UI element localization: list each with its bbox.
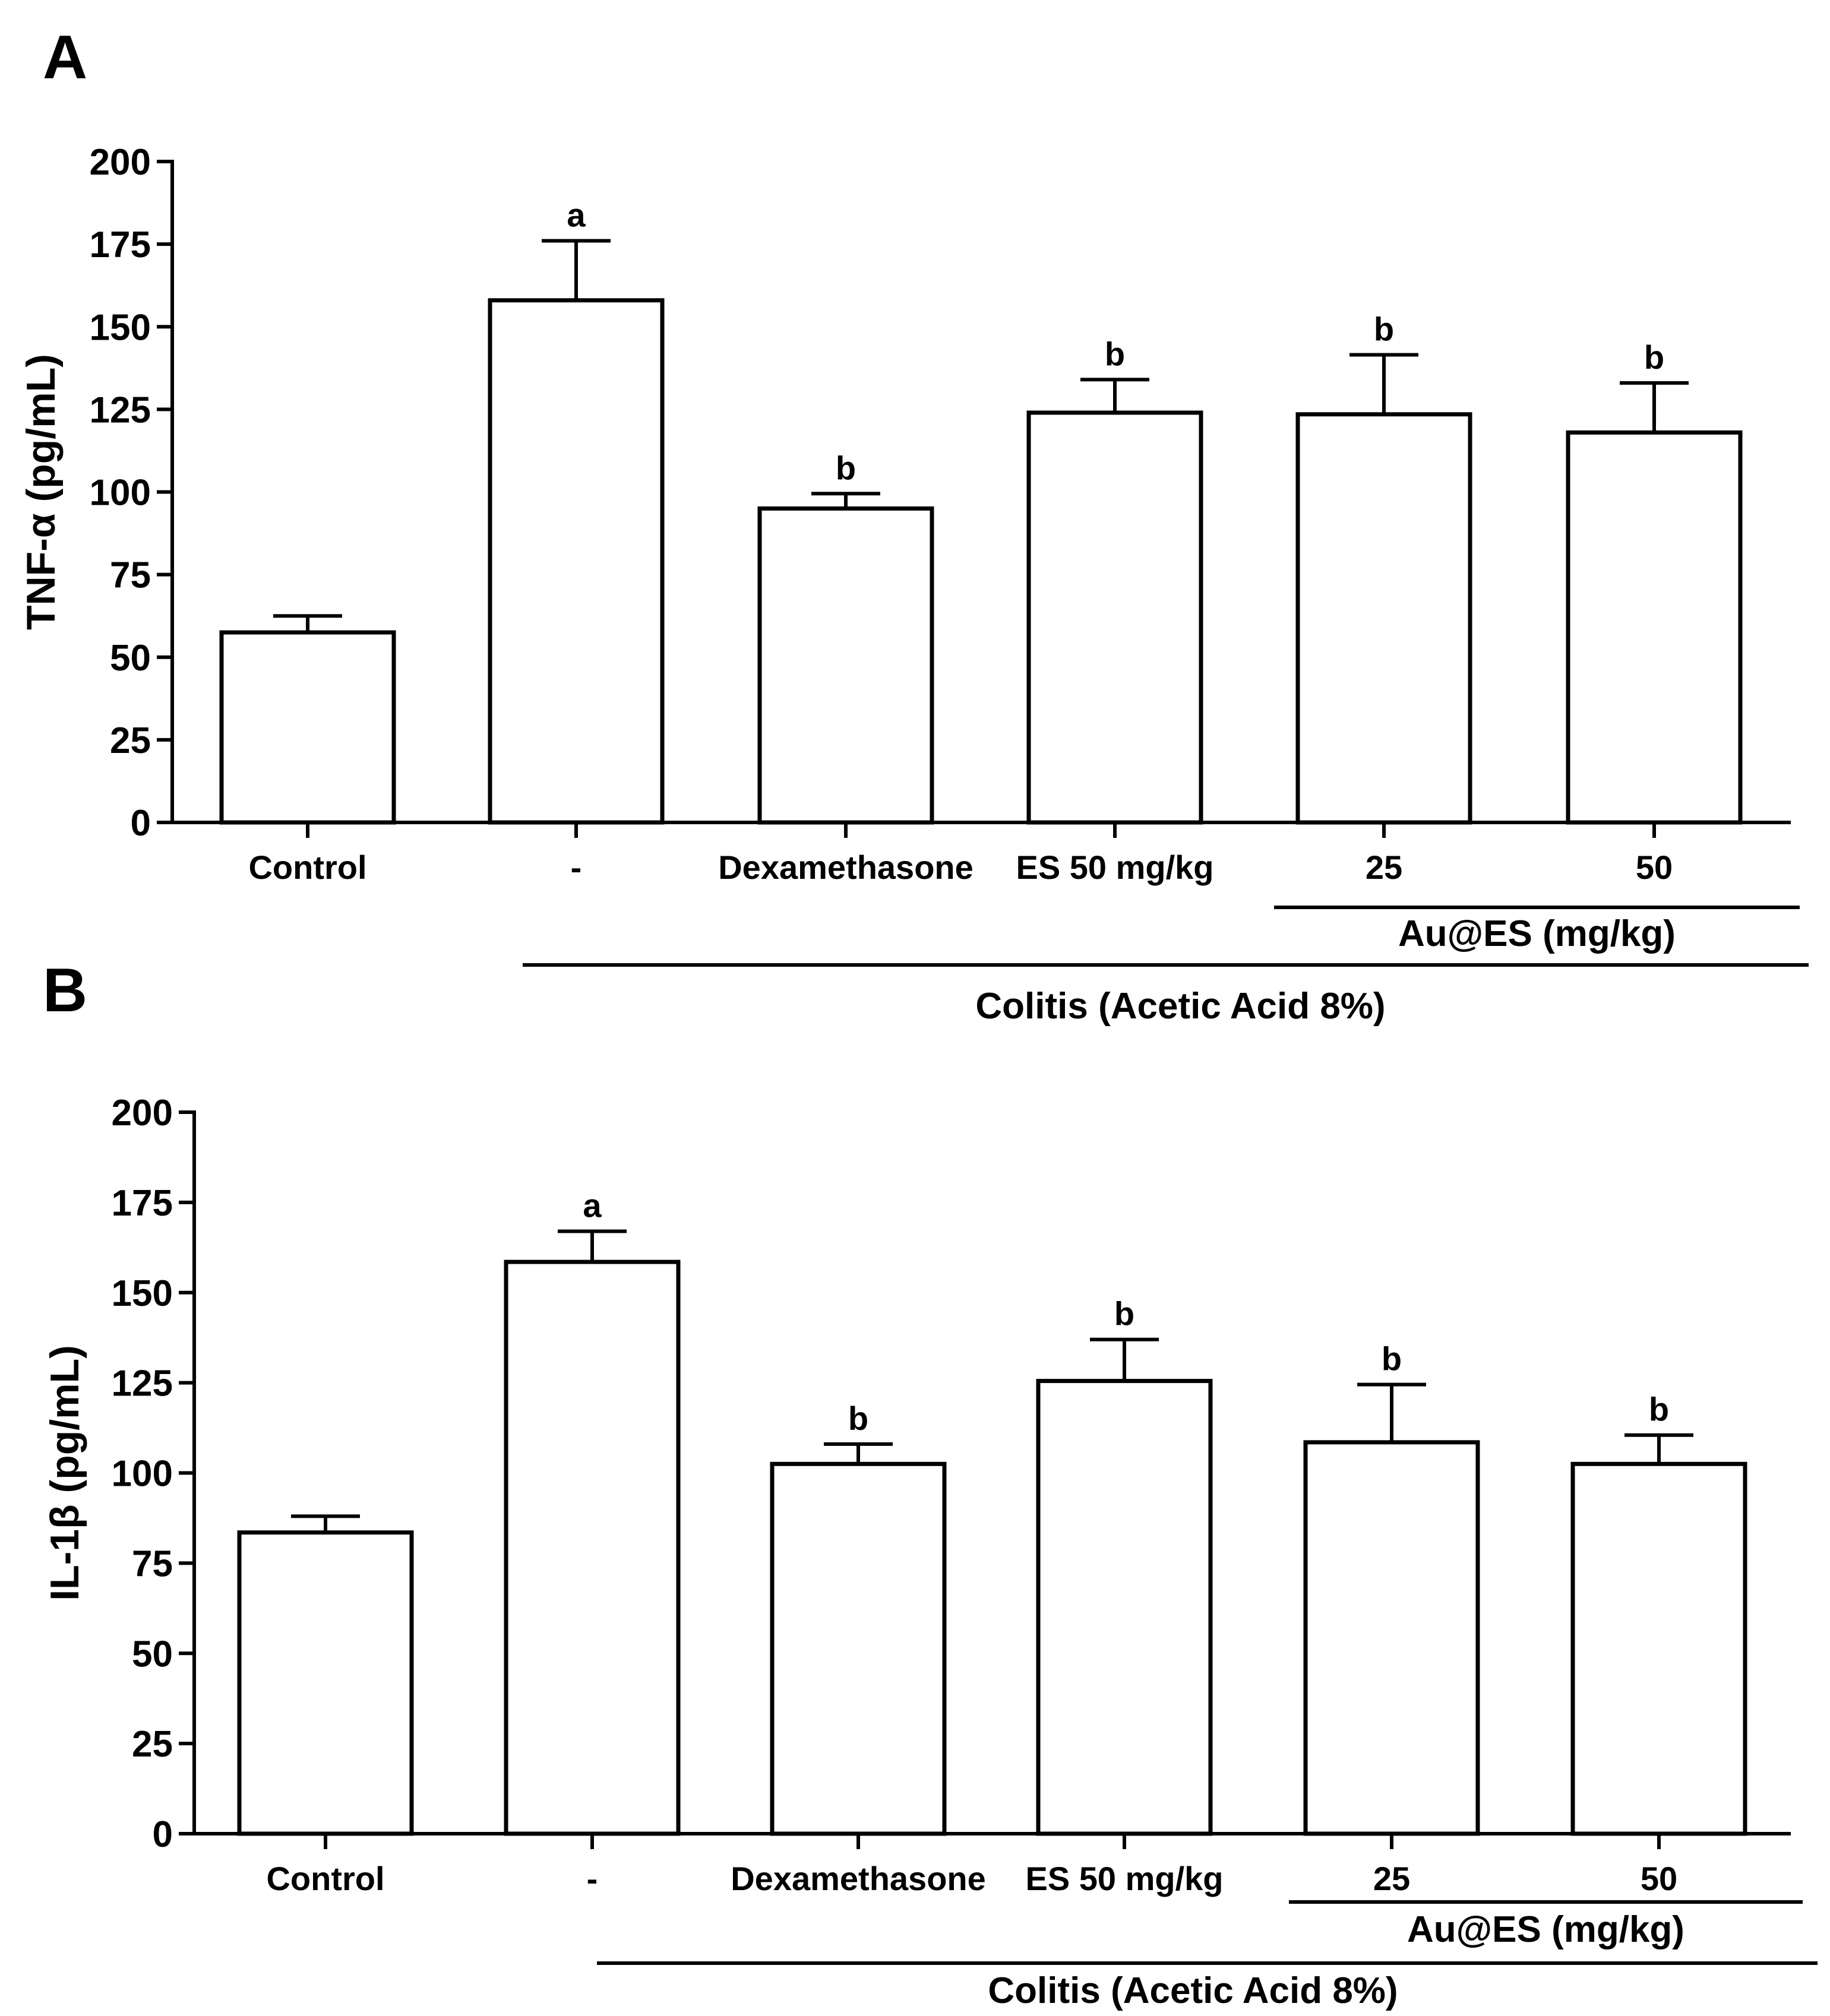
x-tick-label: 50 xyxy=(1641,1860,1677,1897)
bar xyxy=(219,630,396,825)
x-tick-label: ES 50 mg/kg xyxy=(1016,849,1213,886)
significance-label: b xyxy=(1649,1391,1669,1428)
group-label: Au@ES (mg/kg) xyxy=(1398,913,1676,954)
x-tick-label: Dexamethasone xyxy=(731,1860,986,1897)
bar xyxy=(1026,410,1203,825)
significance-label: b xyxy=(1382,1340,1402,1378)
panel-label: A xyxy=(43,23,87,92)
significance-label: b xyxy=(1114,1295,1134,1333)
significance-label: b xyxy=(1644,338,1664,376)
significance-label: b xyxy=(848,1400,868,1437)
group-label: Colitis (Acetic Acid 8%) xyxy=(988,1970,1398,2011)
y-axis-title: IL-1β (pg/mL) xyxy=(42,1345,87,1601)
x-tick-label: ES 50 mg/kg xyxy=(1025,1860,1223,1897)
x-tick-label: 25 xyxy=(1373,1860,1410,1897)
bar xyxy=(504,1259,681,1836)
significance-label: a xyxy=(567,197,586,234)
y-tick-label: 175 xyxy=(112,1183,173,1224)
y-tick-label: 75 xyxy=(132,1543,173,1584)
y-tick-label: 150 xyxy=(112,1273,173,1314)
chart-panel-a: A 0 25 50 75 100 125 150 175 200 TNF-α (pg/mL) Cont… xyxy=(18,23,1809,1027)
y-tick-label: 50 xyxy=(110,638,151,679)
bar xyxy=(488,298,665,825)
bar xyxy=(1566,430,1743,825)
group-label: Au@ES (mg/kg) xyxy=(1407,1909,1684,1950)
y-tick-label: 0 xyxy=(153,1814,173,1855)
bar xyxy=(1303,1440,1480,1836)
x-tick-label: - xyxy=(571,849,582,886)
x-tick-label: 25 xyxy=(1366,849,1402,886)
bar xyxy=(757,506,934,825)
x-tick-label: Control xyxy=(248,849,366,886)
y-tick-label: 75 xyxy=(110,555,151,596)
y-tick-label: 0 xyxy=(131,803,151,844)
y-tick-label: 100 xyxy=(112,1454,173,1495)
y-axis-title: TNF-α (pg/mL) xyxy=(18,354,64,630)
y-tick-label: 125 xyxy=(90,390,151,431)
y-tick-label: 175 xyxy=(90,224,151,265)
y-tick-label: 25 xyxy=(110,720,151,761)
bar xyxy=(1570,1461,1747,1836)
x-tick-label: Control xyxy=(266,1860,384,1897)
significance-label: b xyxy=(836,449,856,486)
significance-label: b xyxy=(1105,335,1125,372)
y-tick-label: 200 xyxy=(90,142,151,183)
y-tick-label: 200 xyxy=(112,1093,173,1134)
y-tick-label: 150 xyxy=(90,307,151,348)
significance-label: a xyxy=(583,1186,602,1224)
bar xyxy=(1036,1379,1213,1836)
y-tick-label: 125 xyxy=(112,1363,173,1404)
y-tick-label: 25 xyxy=(132,1724,173,1765)
bar xyxy=(237,1530,414,1836)
group-label: Colitis (Acetic Acid 8%) xyxy=(975,986,1385,1027)
panel-label: B xyxy=(43,956,87,1025)
y-tick-label: 50 xyxy=(132,1634,173,1675)
bar xyxy=(1295,412,1472,825)
x-tick-label: - xyxy=(587,1860,598,1897)
chart-panel-b: B 0 25 50 75 100 125 150 175 200 IL-1β (pg/mL) Cont… xyxy=(42,956,1818,2011)
x-tick-label: 50 xyxy=(1636,849,1673,886)
y-tick-label: 100 xyxy=(90,473,151,514)
bar xyxy=(770,1461,947,1836)
significance-label: b xyxy=(1374,311,1394,348)
x-tick-label: Dexamethasone xyxy=(718,849,974,886)
